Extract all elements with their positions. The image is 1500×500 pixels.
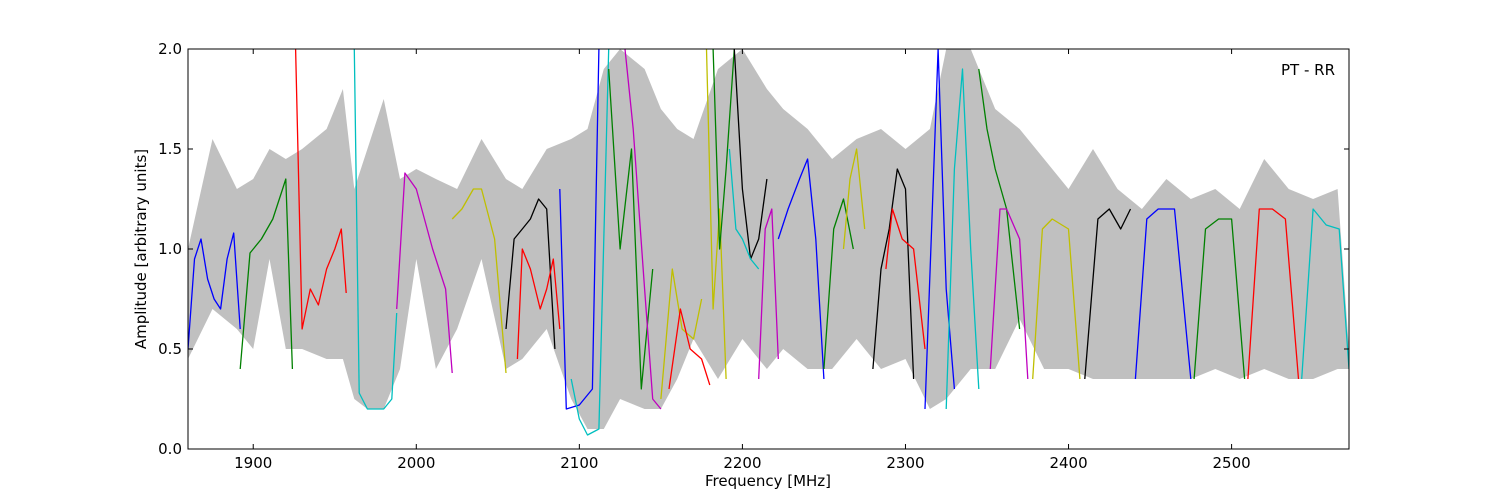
series-line-26 (945, 68, 980, 410)
series-line-7 (505, 198, 556, 350)
envelope-band (188, 49, 1349, 429)
series-line-30 (1084, 208, 1132, 380)
series-line-9 (559, 49, 600, 410)
series-line-23 (872, 168, 915, 380)
series-layer (188, 49, 1349, 436)
x-axis: 1900 2000 2100 2200 2300 2400 2500 (234, 49, 1251, 472)
series-line-22 (842, 148, 866, 250)
series-line-11 (608, 68, 654, 390)
series-line-5 (396, 172, 453, 374)
series-line-12 (624, 49, 662, 410)
series-line-4 (353, 49, 398, 410)
series-line-28 (989, 208, 1029, 380)
series-line-13 (660, 268, 703, 400)
x-tick-label: 2300 (886, 454, 924, 472)
x-tick-label: 2500 (1213, 454, 1251, 472)
y-axis-label: Amplitude [arbitrary units] (132, 149, 150, 349)
y-axis: 0.0 0.5 1.0 1.5 2.0 (158, 40, 1349, 458)
x-axis-label: Frequency [MHz] (705, 472, 831, 490)
y-tick-label: 1.0 (158, 240, 182, 258)
series-line-3 (294, 49, 347, 330)
series-line-14 (668, 308, 711, 390)
series-line-1 (188, 232, 241, 350)
series-line-32 (1193, 218, 1246, 380)
panel-annotation: PT - RR (1281, 61, 1335, 79)
series-line-18 (728, 148, 760, 270)
series-line-21 (823, 198, 854, 370)
series-line-16 (712, 49, 735, 250)
series-line-33 (1247, 208, 1300, 380)
series-line-31 (1134, 208, 1192, 380)
y-tick-label: 0.5 (158, 340, 182, 358)
series-line-19 (758, 208, 779, 380)
series-line-34 (1301, 208, 1349, 380)
x-tick-label: 1900 (234, 454, 272, 472)
y-tick-label: 1.5 (158, 140, 182, 158)
series-line-2 (239, 178, 294, 370)
x-tick-label: 2000 (397, 454, 435, 472)
series-line-24 (885, 208, 926, 350)
series-line-6 (451, 188, 507, 374)
x-tick-label: 2100 (560, 454, 598, 472)
series-line-27 (978, 68, 1021, 330)
series-line-20 (777, 158, 825, 380)
y-tick-label: 0.0 (158, 440, 182, 458)
series-line-8 (516, 248, 561, 360)
series-line-10 (570, 49, 610, 436)
x-tick-label: 2200 (723, 454, 761, 472)
y-tick-label: 2.0 (158, 40, 182, 58)
x-tick-label: 2400 (1049, 454, 1087, 472)
series-line-29 (1032, 218, 1081, 380)
series-line-15 (705, 49, 727, 380)
background-envelope (188, 49, 1349, 429)
